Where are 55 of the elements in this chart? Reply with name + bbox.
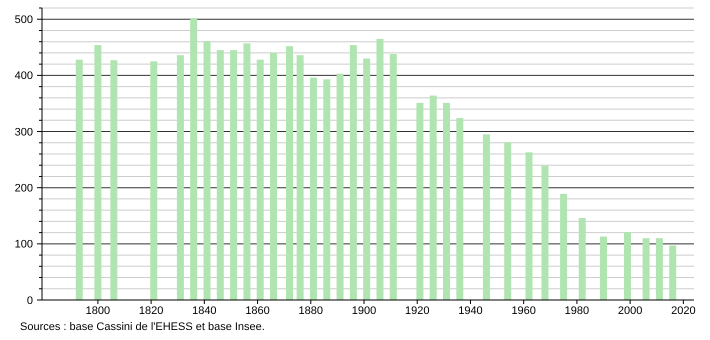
y-tick-label: 500: [14, 14, 33, 26]
bar: [310, 78, 317, 300]
bar: [642, 238, 650, 300]
bar: [176, 55, 184, 300]
x-tick-label: 1960: [511, 305, 536, 317]
bar: [669, 246, 676, 300]
bar: [430, 96, 437, 300]
x-tick-label: 1800: [86, 305, 110, 317]
bar: [203, 41, 210, 300]
bar: [336, 74, 344, 300]
bar: [541, 166, 548, 300]
source-note: Sources : base Cassini de l'EHESS et base Insee.: [20, 321, 265, 333]
bar: [350, 45, 357, 300]
bar: [94, 45, 102, 300]
bar: [624, 232, 631, 300]
bar: [256, 60, 264, 300]
x-tick-label: 1980: [564, 305, 590, 317]
bar: [216, 50, 224, 300]
bar: [443, 102, 450, 300]
bar: [656, 238, 663, 300]
y-tick-label: 100: [14, 238, 33, 251]
y-tick-label: 400: [14, 70, 33, 82]
x-tick-label: 1940: [458, 305, 483, 317]
bar: [270, 52, 278, 300]
y-tick-label: 300: [14, 126, 33, 138]
bar: [416, 102, 424, 300]
x-tick-label: 1900: [352, 305, 376, 317]
bar: [190, 18, 198, 300]
bar: [296, 55, 304, 300]
x-tick-label: 1820: [138, 305, 164, 317]
bar: [526, 152, 533, 300]
y-tick-label: 0: [26, 294, 33, 307]
bar: [504, 142, 512, 300]
bar: [363, 58, 370, 300]
bar: [560, 194, 568, 300]
x-tick-label: 1840: [192, 305, 217, 317]
bar: [286, 46, 293, 300]
bar: [578, 218, 586, 300]
bar: [390, 54, 397, 300]
bar: [150, 61, 158, 300]
x-tick-label: 1860: [245, 305, 270, 317]
bar: [323, 79, 330, 300]
y-tick-label: 200: [14, 182, 33, 195]
x-tick-label: 1920: [404, 305, 430, 317]
bar: [230, 50, 238, 300]
bar: [456, 118, 464, 300]
bar: [482, 134, 490, 300]
bar: [110, 60, 118, 300]
bar: [76, 60, 83, 300]
x-tick-label: 1880: [298, 305, 324, 317]
bar: [376, 38, 384, 300]
bar: [600, 236, 608, 300]
x-tick-label: 2000: [618, 305, 642, 317]
x-tick-label: 2020: [671, 305, 696, 317]
bar: [243, 43, 250, 300]
